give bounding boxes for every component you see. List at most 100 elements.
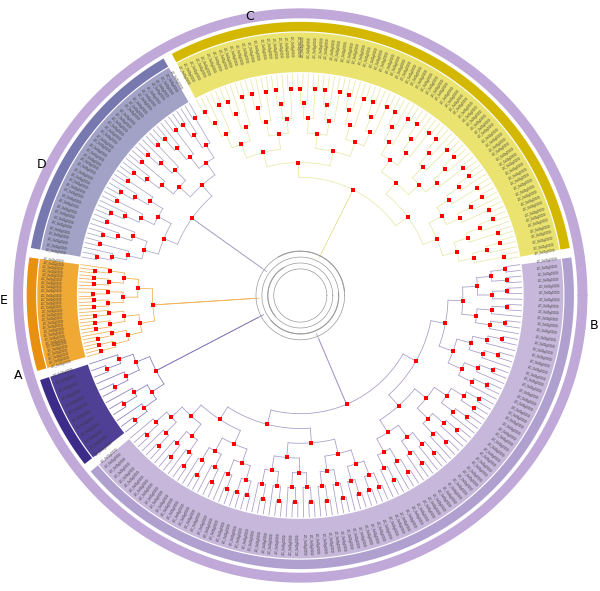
Text: LOC_Os00g00000: LOC_Os00g00000 [497,427,517,441]
Polygon shape [172,22,570,249]
Text: LOC_Os00g00000: LOC_Os00g00000 [55,374,77,385]
Text: LOC_Os00g00000: LOC_Os00g00000 [131,96,148,115]
Text: LOC_Os00g00000: LOC_Os00g00000 [41,309,63,314]
Text: LOC_Os00g00000: LOC_Os00g00000 [44,334,66,342]
Polygon shape [50,365,124,457]
Text: LOC_Os00g00000: LOC_Os00g00000 [182,63,196,83]
Polygon shape [37,259,86,368]
Text: LOC_Os00g00000: LOC_Os00g00000 [436,489,452,509]
Text: LOC_Os00g00000: LOC_Os00g00000 [95,134,115,150]
Text: LOC_Os00g00000: LOC_Os00g00000 [118,108,136,126]
Text: LOC_Os00g00000: LOC_Os00g00000 [505,162,525,176]
Text: LOC_Os00g00000: LOC_Os00g00000 [118,465,136,483]
Text: LOC_Os00g00000: LOC_Os00g00000 [460,469,478,488]
Text: LOC_Os00g00000: LOC_Os00g00000 [82,152,102,167]
Text: LOC_Os00g00000: LOC_Os00g00000 [492,141,512,157]
Text: LOC_Os00g00000: LOC_Os00g00000 [363,524,373,546]
Text: LOC_Os00g00000: LOC_Os00g00000 [114,461,132,479]
Text: LOC_Os00g00000: LOC_Os00g00000 [420,499,434,519]
Polygon shape [31,59,168,249]
Text: LOC_Os00g00000: LOC_Os00g00000 [67,177,88,190]
Text: LOC_Os00g00000: LOC_Os00g00000 [41,297,62,301]
Text: LOC_Os00g00000: LOC_Os00g00000 [41,269,64,275]
Text: E: E [0,294,8,307]
Text: LOC_Os00g00000: LOC_Os00g00000 [44,330,65,337]
Text: LOC_Os00g00000: LOC_Os00g00000 [473,118,492,135]
Polygon shape [26,258,46,371]
Text: B: B [589,319,598,332]
Text: LOC_Os00g00000: LOC_Os00g00000 [68,402,89,415]
Text: LOC_Os00g00000: LOC_Os00g00000 [41,290,62,294]
Text: LOC_Os00g00000: LOC_Os00g00000 [416,69,430,89]
Text: LOC_Os00g00000: LOC_Os00g00000 [100,447,119,464]
Text: LOC_Os00g00000: LOC_Os00g00000 [60,193,82,205]
Text: LOC_Os00g00000: LOC_Os00g00000 [478,452,497,469]
Text: LOC_Os00g00000: LOC_Os00g00000 [277,37,283,59]
Text: LOC_Os00g00000: LOC_Os00g00000 [425,74,440,95]
Text: LOC_Os00g00000: LOC_Os00g00000 [262,531,269,553]
Text: LOC_Os00g00000: LOC_Os00g00000 [320,532,326,554]
Text: LOC_Os00g00000: LOC_Os00g00000 [499,151,518,167]
Text: LOC_Os00g00000: LOC_Os00g00000 [217,48,227,70]
Text: LOC_Os00g00000: LOC_Os00g00000 [203,516,214,538]
Text: LOC_Os00g00000: LOC_Os00g00000 [313,36,318,58]
Text: LOC_Os00g00000: LOC_Os00g00000 [525,371,547,382]
Text: LOC_Os00g00000: LOC_Os00g00000 [289,534,293,555]
Text: LOC_Os00g00000: LOC_Os00g00000 [527,219,550,229]
Text: LOC_Os00g00000: LOC_Os00g00000 [326,532,333,553]
Text: LOC_Os00g00000: LOC_Os00g00000 [308,534,313,555]
Text: LOC_Os00g00000: LOC_Os00g00000 [535,248,556,256]
Text: LOC_Os00g00000: LOC_Os00g00000 [510,173,531,186]
Text: LOC_Os00g00000: LOC_Os00g00000 [114,112,132,129]
Text: LOC_Os00g00000: LOC_Os00g00000 [339,530,346,551]
Text: LOC_Os00g00000: LOC_Os00g00000 [41,274,63,279]
Text: LOC_Os00g00000: LOC_Os00g00000 [139,482,155,501]
Text: LOC_Os00g00000: LOC_Os00g00000 [128,474,145,493]
Text: LOC_Os00g00000: LOC_Os00g00000 [538,291,560,296]
Text: LOC_Os00g00000: LOC_Os00g00000 [46,243,67,251]
Text: LOC_Os00g00000: LOC_Os00g00000 [415,502,429,523]
Text: LOC_Os00g00000: LOC_Os00g00000 [495,147,515,162]
Text: LOC_Os00g00000: LOC_Os00g00000 [190,511,203,532]
Text: LOC_Os00g00000: LOC_Os00g00000 [49,226,71,235]
Text: LOC_Os00g00000: LOC_Os00g00000 [520,195,541,207]
Text: LOC_Os00g00000: LOC_Os00g00000 [76,415,97,430]
Text: LOC_Os00g00000: LOC_Os00g00000 [526,213,547,223]
Text: LOC_Os00g00000: LOC_Os00g00000 [455,473,473,492]
Text: LOC_Os00g00000: LOC_Os00g00000 [530,353,552,362]
Text: LOC_Os00g00000: LOC_Os00g00000 [493,431,513,447]
Text: LOC_Os00g00000: LOC_Os00g00000 [392,514,404,535]
Text: LOC_Os00g00000: LOC_Os00g00000 [41,312,63,317]
Text: LOC_Os00g00000: LOC_Os00g00000 [234,44,243,65]
Text: LOC_Os00g00000: LOC_Os00g00000 [106,120,125,138]
Text: LOC_Os00g00000: LOC_Os00g00000 [282,533,287,554]
Text: LOC_Os00g00000: LOC_Os00g00000 [211,51,221,72]
Text: LOC_Os00g00000: LOC_Os00g00000 [124,470,141,488]
Text: LOC_Os00g00000: LOC_Os00g00000 [375,520,386,542]
Text: LOC_Os00g00000: LOC_Os00g00000 [127,100,144,119]
Text: LOC_Os00g00000: LOC_Os00g00000 [449,93,465,112]
Text: LOC_Os00g00000: LOC_Os00g00000 [61,388,83,401]
Text: LOC_Os00g00000: LOC_Os00g00000 [357,526,366,547]
Text: LOC_Os00g00000: LOC_Os00g00000 [431,492,446,512]
Text: LOC_Os00g00000: LOC_Os00g00000 [95,440,114,457]
Text: LOC_Os00g00000: LOC_Os00g00000 [140,89,156,108]
Text: LOC_Os00g00000: LOC_Os00g00000 [481,127,500,144]
Text: LOC_Os00g00000: LOC_Os00g00000 [255,530,262,552]
Text: LOC_Os00g00000: LOC_Os00g00000 [149,82,165,102]
Text: LOC_Os00g00000: LOC_Os00g00000 [275,532,281,554]
Text: LOC_Os00g00000: LOC_Os00g00000 [70,172,91,186]
Text: LOC_Os00g00000: LOC_Os00g00000 [136,92,152,112]
Text: LOC_Os00g00000: LOC_Os00g00000 [44,248,66,256]
Text: LOC_Os00g00000: LOC_Os00g00000 [54,209,76,220]
Text: LOC_Os00g00000: LOC_Os00g00000 [85,147,105,163]
Text: LOC_Os00g00000: LOC_Os00g00000 [283,36,288,58]
Text: LOC_Os00g00000: LOC_Os00g00000 [222,47,232,69]
Text: LOC_Os00g00000: LOC_Os00g00000 [47,349,69,358]
Text: LOC_Os00g00000: LOC_Os00g00000 [341,40,349,61]
Text: LOC_Os00g00000: LOC_Os00g00000 [76,162,96,176]
Text: LOC_Os00g00000: LOC_Os00g00000 [390,55,402,76]
Text: LOC_Os00g00000: LOC_Os00g00000 [92,138,111,154]
Text: LOC_Os00g00000: LOC_Os00g00000 [465,465,482,483]
Text: LOC_Os00g00000: LOC_Os00g00000 [532,236,554,245]
